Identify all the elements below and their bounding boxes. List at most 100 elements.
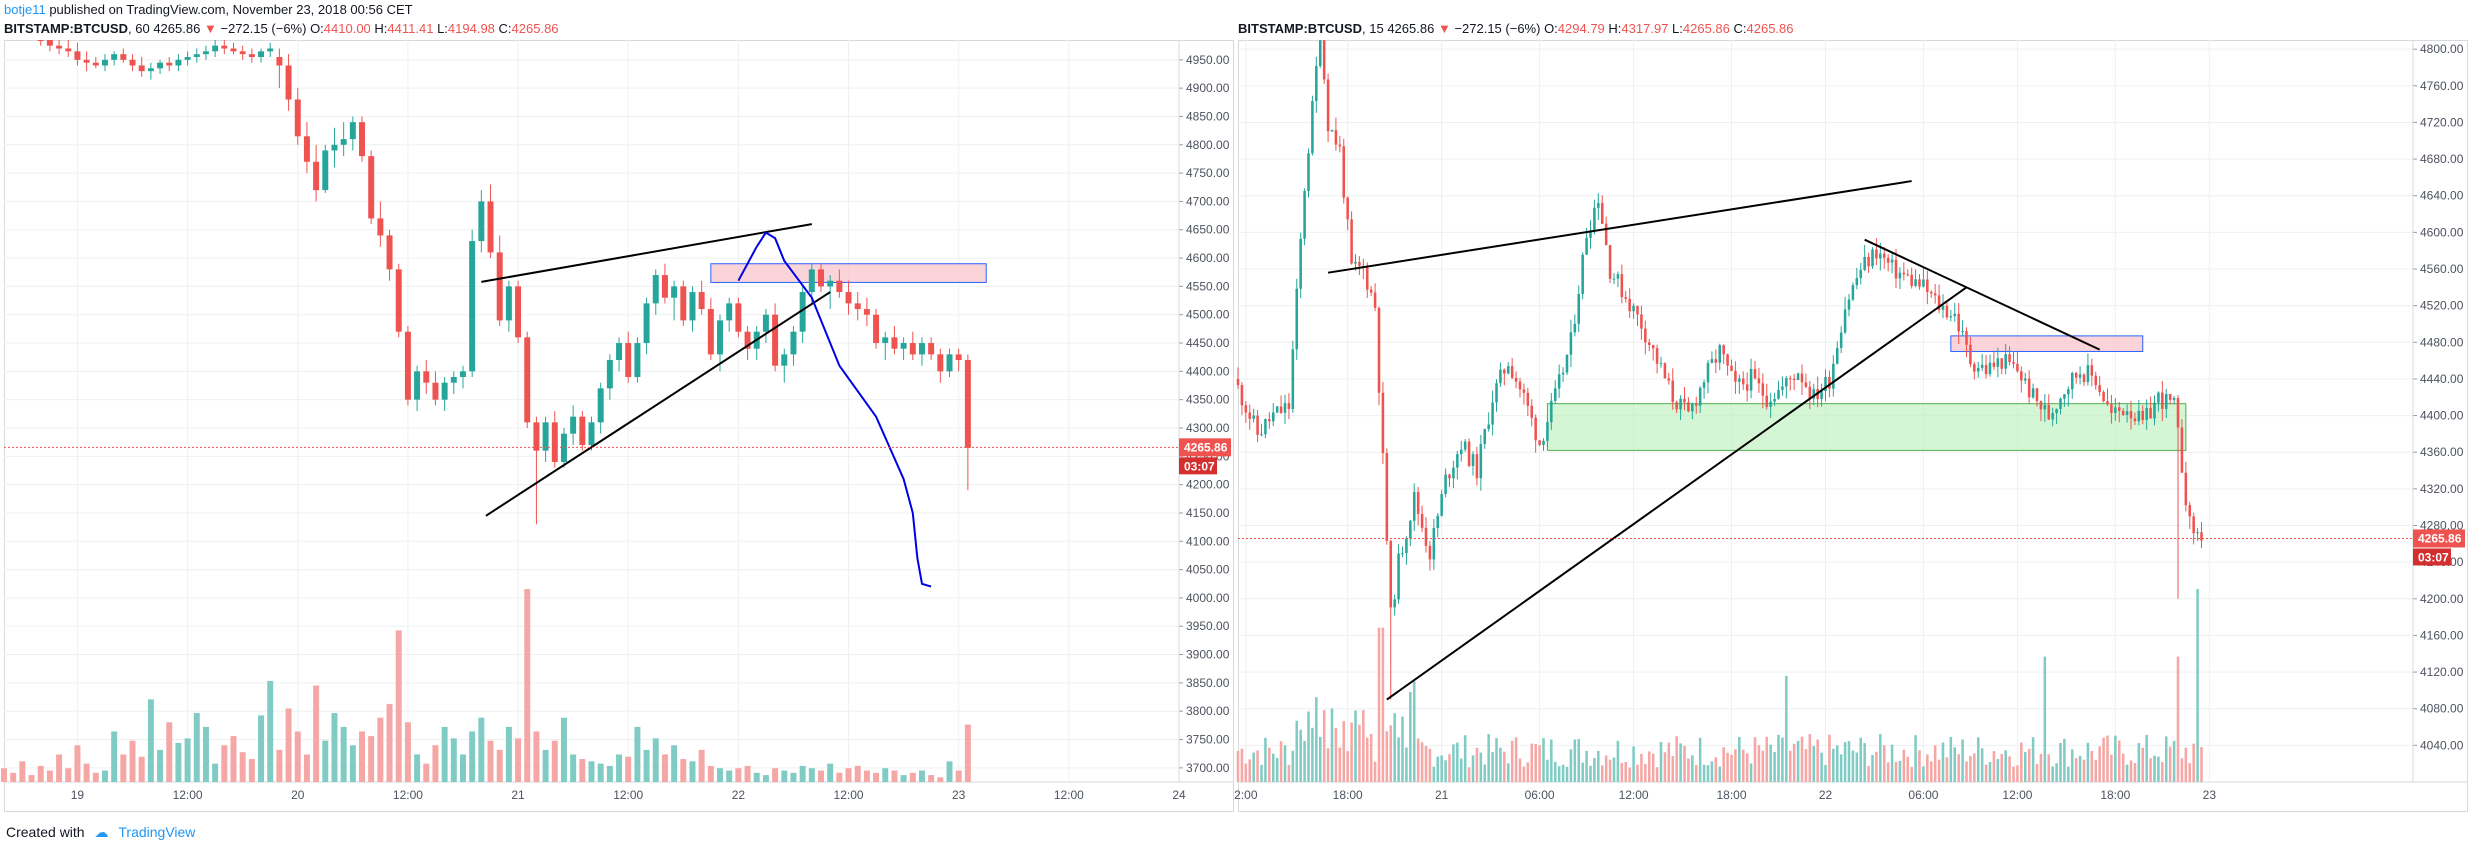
chart-1-y-tick-label: 4300.00 — [1186, 421, 1230, 435]
chart-2-volume-bar — [2133, 763, 2137, 782]
chart-2-volume-bar — [1428, 748, 1432, 782]
chart-2-volume-bar — [1741, 749, 1745, 782]
chart-2-x-tick-label: 12:00 — [1619, 788, 1649, 802]
chart-2-y-tick-label: 4520.00 — [2420, 299, 2464, 313]
chart-2-candle-body — [1659, 363, 1663, 365]
chart-2-candle-body — [1969, 344, 1972, 365]
chart-1-x-tick-label: 12:00 — [173, 788, 203, 802]
chart-1-close: 4265.86 — [511, 21, 559, 36]
chart-2-volume-bar — [1381, 627, 1385, 782]
chart-2-symbol[interactable]: BITSTAMP:BTCUSD — [1238, 21, 1362, 36]
chart-2-candle-body — [1644, 328, 1647, 343]
chart-1-candle-body — [313, 161, 320, 191]
author-link[interactable]: botje11 — [4, 2, 46, 17]
chart-2-volume-bar — [1416, 738, 1420, 782]
chart-2-candle-body — [1675, 401, 1678, 410]
chart-2-candle-body — [2129, 411, 2133, 419]
chart-1-y-tick-label: 4150.00 — [1186, 506, 1230, 520]
chart-1-volume-bar — [74, 745, 81, 782]
chart-1-volume-bar — [680, 759, 687, 782]
chart-1-symbol[interactable]: BITSTAMP:BTCUSD — [4, 21, 128, 36]
chart-1-volume-bar — [579, 759, 586, 782]
chart-1-y-tick-label: 3950.00 — [1186, 619, 1230, 633]
chart-1-canvas[interactable]: 3700.00 3750.00 3800.00 3850.00 3900.00 3950.… — [1, 40, 1234, 812]
chart-2-candle-body — [2157, 392, 2160, 403]
chart-2-volume-bar — [1553, 761, 1557, 782]
chart-2-volume-bar — [1965, 761, 1968, 782]
chart-1-volume-bar — [560, 717, 567, 782]
chart-2-volume-bar — [1922, 766, 1925, 782]
chart-1-candle-body — [909, 343, 916, 355]
chart-1-volume-bar — [588, 761, 595, 782]
chart-2-candle-body — [1777, 389, 1780, 399]
chart-1-volume-bar — [698, 749, 705, 782]
chart-1-interval: 60 — [135, 21, 150, 36]
chart-1-candle-body — [469, 241, 476, 372]
chart-2-candle-body — [1550, 400, 1553, 423]
chart-2-volume-bar — [2004, 750, 2007, 782]
chart-1-volume-bar — [147, 699, 154, 782]
chart-2-volume-bar — [2055, 763, 2058, 782]
chart-2-volume-bar — [1835, 745, 1839, 782]
chart-2-canvas[interactable]: 4040.004080.004120.004160.004200.004240.… — [1234, 40, 2468, 812]
chart-2-volume-bar — [1620, 762, 1624, 782]
chart-2-candle-body — [1565, 354, 1569, 373]
chart-2-last: 4265.86 — [1387, 21, 1435, 36]
chart-1-volume-bar — [404, 722, 411, 782]
chart-2-candle-body — [1393, 599, 1396, 608]
chart-2-volume-bar — [1996, 759, 2000, 782]
chart-1-last-price-tag — [1179, 438, 1231, 457]
chart-1-volume-bar — [294, 731, 301, 782]
chart-2-candle-body — [1788, 378, 1792, 380]
chart-1-volume-bar — [212, 763, 219, 782]
chart-2-candle-body — [2125, 411, 2129, 415]
chart-1-volume-bar — [322, 740, 329, 782]
chart-2-volume-bar — [1808, 734, 1812, 782]
chart-1-candle-body — [83, 59, 90, 63]
chart-2-candle-body — [1479, 444, 1483, 479]
tradingview-link[interactable]: TradingView — [118, 824, 196, 840]
chart-2-candle-body — [1957, 313, 1960, 332]
chart-2-candle-body — [1569, 332, 1573, 355]
chart-2-volume-bar — [2168, 746, 2172, 782]
chart-1-candle-body — [74, 51, 81, 60]
chart-2-volume-bar — [1675, 736, 1678, 782]
chart-2-volume-bar — [1526, 762, 1530, 782]
chart-2-candle-body — [1354, 261, 1357, 264]
chart-2-close: 4265.86 — [1746, 21, 1794, 36]
chart-1-volume-bar — [827, 763, 834, 782]
chart-2-y-tick-label: 4800.00 — [2420, 42, 2464, 56]
chart-2-volume-bar — [1514, 737, 1518, 782]
chart-2-volume-bar — [1628, 767, 1631, 782]
chart-2-candle-body — [1706, 362, 1710, 383]
chart-1-volume-bar — [239, 752, 246, 782]
chart-2-candle-body — [2149, 407, 2152, 419]
chart-2-y-tick-label: 4200.00 — [2420, 592, 2464, 606]
chart-2-volume-bar — [1377, 627, 1381, 782]
chart-1-candle-body — [707, 309, 714, 355]
chart-2-volume-bar — [1487, 734, 1490, 782]
chart-1-y-tick-label: 4550.00 — [1186, 279, 1230, 293]
chart-2-candle-body — [1424, 527, 1428, 546]
chart-2-candle-body — [1835, 347, 1839, 364]
publish-info: published on TradingView.com, November 2… — [49, 2, 413, 17]
chart-2-candle-body — [1589, 230, 1592, 238]
chart-2-volume-bar — [1240, 748, 1244, 782]
chart-1-volume-bar — [349, 745, 356, 782]
chart-2-volume-bar — [1420, 742, 1424, 782]
chart-2-candle-body — [2176, 397, 2180, 428]
chart-1-candle-body — [873, 314, 880, 344]
chart-2-candle-body — [1859, 269, 1863, 279]
chart-2-volume-bar — [1452, 744, 1455, 782]
chart-1-candle-body — [423, 371, 430, 383]
chart-2-last-price-tag — [2413, 529, 2465, 548]
chart-2-candle-body — [2082, 374, 2086, 383]
chart-2-candle-body — [1416, 492, 1420, 514]
chart-2-candle-body — [1291, 349, 1295, 409]
chart-2-y-tick-label: 4760.00 — [2420, 79, 2464, 93]
chart-1-volume-bar — [386, 703, 393, 782]
chart-1-volume-bar — [129, 740, 136, 782]
chart-1-volume-bar — [28, 775, 35, 782]
tradingview-logo-icon[interactable]: ☁ — [94, 824, 109, 840]
chart-2-candle-body — [1499, 369, 1502, 384]
